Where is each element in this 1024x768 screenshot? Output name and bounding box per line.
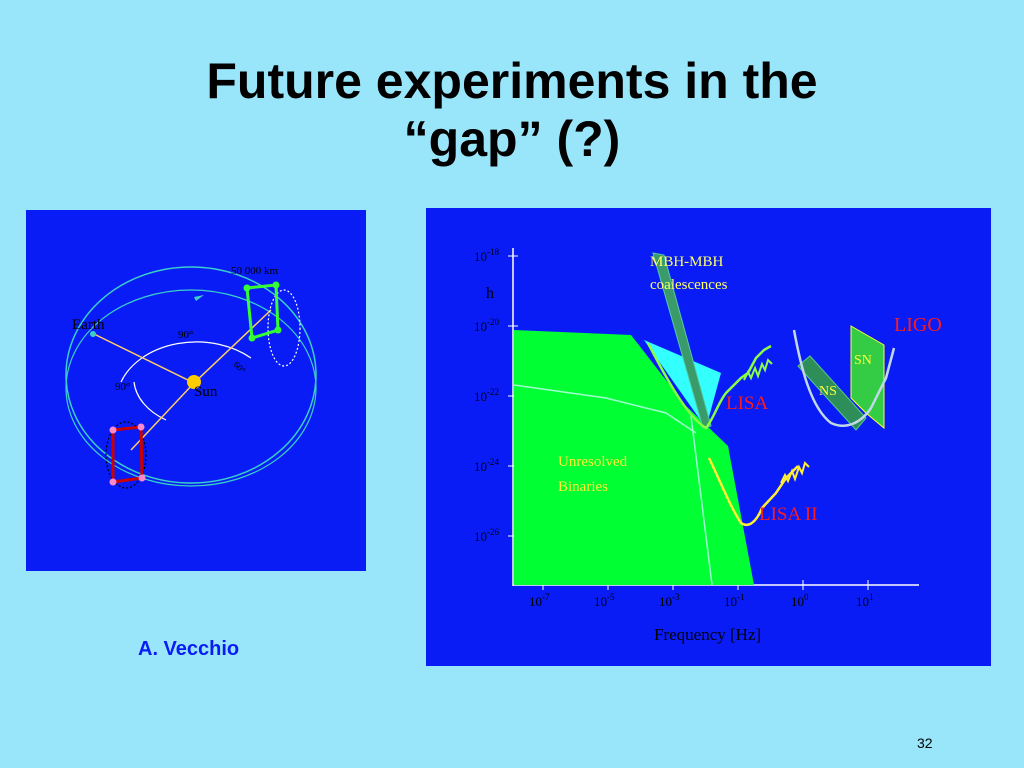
angle-label-left: 90° [115,381,130,393]
angle-label-top: 90° [178,329,193,341]
binaries-inner-curve [513,384,697,434]
y-tick-label: 10-20 [474,317,499,334]
spacecraft-icon [243,284,251,292]
unresolved-label-line2: Binaries [558,479,608,495]
earth-label: Earth [72,317,105,333]
constellation-red [111,425,144,484]
y-tick-label: 10-24 [474,457,499,474]
x-tick-label: 10-5 [594,592,615,609]
author-credit: A. Vecchio [138,638,240,660]
lisa-label: LISA [726,393,769,414]
ns-band [797,355,867,431]
slide-title: Future experiments in the “gap” (?) [0,52,1024,168]
spacecraft-icon [109,426,117,434]
ligo-label: LIGO [894,314,942,336]
lisa2-label: LISA II [759,504,818,525]
mbh-label-line1: MBH-MBH [650,254,724,270]
spacecraft-icon [272,281,280,289]
distance-label: 50 000 km [231,265,279,277]
x-tick-label: 101 [856,592,874,609]
x-tick-label: 10-7 [529,592,550,609]
slide-title-line2: “gap” (?) [403,111,621,167]
spacecraft-icon [137,423,145,431]
ligo-curve [792,329,896,427]
y-tick-label: 10-26 [474,527,499,544]
earth-icon [90,331,96,337]
constellation-path-1 [267,289,301,367]
lisa-curve [646,342,772,430]
binaries-boundary-line [690,415,713,586]
mbh-bar [652,252,712,429]
sun-label: Sun [194,384,218,400]
sn-band [850,325,885,430]
orbit-arrow-icon [194,295,204,301]
slide-title-line1: Future experiments in the [206,53,818,109]
ns-label: NS [819,384,837,399]
unresolved-label-line1: Unresolved [558,454,628,470]
y-tick-label: 10-22 [474,387,499,404]
lisa2-curve [707,457,799,527]
sensitivity-plot: 10-18 10-20 10-22 10-24 10-26 10-7 10-5 … [474,247,942,644]
spacecraft-icon [248,334,256,342]
angle-arc-left [133,381,167,421]
x-tick-label: 10-3 [659,592,680,609]
earth-orbit [65,266,317,484]
constellation-orbit [65,289,317,487]
x-tick-label: 100 [791,592,809,609]
orbit-diagram: Earth Sun 50 000 km 90° 90° 60° [65,265,317,489]
sun-earth-line [93,333,195,384]
sensitivity-plot-panel: 10-18 10-20 10-22 10-24 10-26 10-7 10-5 … [426,208,991,666]
sun-constellation-line-1 [193,309,272,384]
x-axis-label: Frequency [Hz] [654,625,761,644]
lisa2-curve-tail [780,461,810,484]
unresolved-binaries-region [514,330,754,585]
lisa-curve-tail [743,358,773,381]
y-tick-labels: 10-18 10-20 10-22 10-24 10-26 [474,247,499,544]
sn-label: SN [854,353,872,368]
spacecraft-icon [138,474,146,482]
constellation-path-2 [105,421,147,489]
spacecraft-icon [274,326,282,334]
angle-arc-top [120,341,252,383]
orbit-diagram-panel: Earth Sun 50 000 km 90° 90° 60° [26,210,366,571]
x-tick-labels: 10-7 10-5 10-3 10-1 100 101 [529,592,874,609]
x-tick-label: 10-1 [724,592,745,609]
y-axis-label: h [486,285,494,302]
angle-label-small: 60° [232,359,248,375]
mbh-label-line2: coalescences [650,277,728,293]
spacecraft-icon [109,478,117,486]
y-tick-label: 10-18 [474,247,499,264]
sun-icon [187,375,201,389]
page-number: 32 [917,735,933,751]
